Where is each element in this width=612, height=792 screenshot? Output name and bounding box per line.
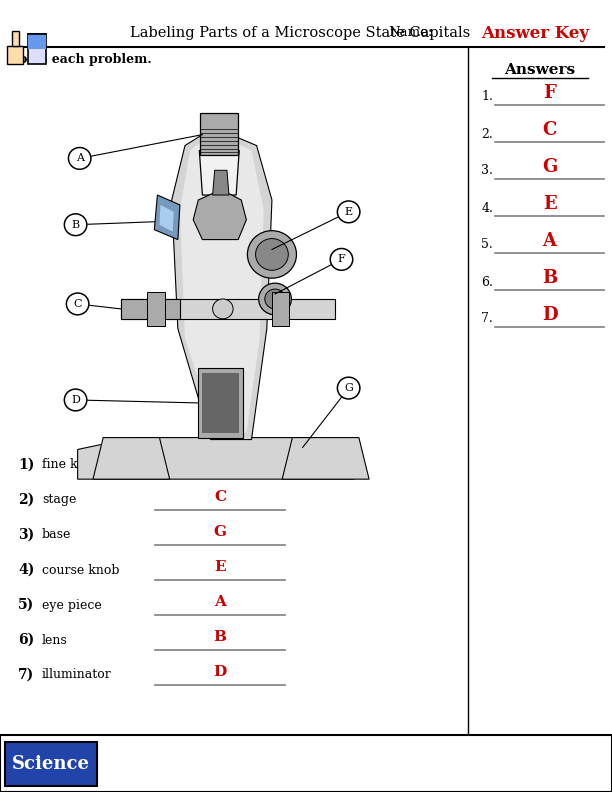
Polygon shape xyxy=(28,34,46,49)
Text: D: D xyxy=(542,306,558,324)
Bar xyxy=(5,742,97,786)
Circle shape xyxy=(247,230,296,278)
Text: course knob: course knob xyxy=(42,563,119,577)
Text: 29: 29 xyxy=(569,741,581,751)
Text: E: E xyxy=(214,560,226,574)
Text: 3.: 3. xyxy=(481,165,493,177)
Text: 14: 14 xyxy=(591,741,603,751)
Text: 43: 43 xyxy=(547,741,559,751)
Polygon shape xyxy=(200,150,239,195)
Circle shape xyxy=(64,389,87,411)
Text: Answer Key: Answer Key xyxy=(481,25,589,41)
Polygon shape xyxy=(28,34,46,63)
Polygon shape xyxy=(147,292,165,326)
Text: C: C xyxy=(73,299,82,309)
Polygon shape xyxy=(212,170,229,195)
Text: F: F xyxy=(543,84,556,102)
Circle shape xyxy=(64,214,87,236)
Text: 5.: 5. xyxy=(481,238,493,252)
Polygon shape xyxy=(198,368,244,437)
Polygon shape xyxy=(200,112,238,155)
Text: C: C xyxy=(542,121,557,139)
Text: D: D xyxy=(71,395,80,405)
Text: E: E xyxy=(543,195,556,213)
Text: 1: 1 xyxy=(301,747,311,761)
Text: B: B xyxy=(214,630,226,644)
Text: 71: 71 xyxy=(503,741,515,751)
Text: 2.: 2. xyxy=(481,128,493,140)
Text: Answers: Answers xyxy=(504,63,576,77)
Polygon shape xyxy=(93,437,170,479)
Text: 5): 5) xyxy=(18,598,34,612)
Text: 1-7: 1-7 xyxy=(454,741,470,751)
Polygon shape xyxy=(12,31,18,46)
Polygon shape xyxy=(193,192,247,239)
Polygon shape xyxy=(272,292,289,326)
Text: Solve each problem.: Solve each problem. xyxy=(10,52,152,66)
Polygon shape xyxy=(154,195,180,239)
Text: F: F xyxy=(338,254,345,265)
Circle shape xyxy=(265,289,285,309)
Circle shape xyxy=(256,238,288,270)
Circle shape xyxy=(337,377,360,399)
Circle shape xyxy=(337,201,360,223)
Text: E: E xyxy=(345,207,353,217)
Text: 6.: 6. xyxy=(481,276,493,288)
Text: F: F xyxy=(215,455,225,469)
Circle shape xyxy=(66,293,89,314)
Text: 4.: 4. xyxy=(481,201,493,215)
Text: G: G xyxy=(214,525,226,539)
Text: A: A xyxy=(543,232,556,250)
Text: 7): 7) xyxy=(18,668,34,682)
Text: B: B xyxy=(72,219,80,230)
Text: Labeling Parts of a Microscope State Capitals: Labeling Parts of a Microscope State Cap… xyxy=(130,26,470,40)
Polygon shape xyxy=(203,373,239,432)
Polygon shape xyxy=(121,299,335,318)
Text: A: A xyxy=(214,595,226,609)
Circle shape xyxy=(259,284,291,314)
Text: G: G xyxy=(344,383,353,393)
Text: 7.: 7. xyxy=(481,313,493,326)
Text: 3): 3) xyxy=(18,528,34,542)
Circle shape xyxy=(330,249,353,270)
Text: stage: stage xyxy=(42,493,76,507)
Text: illuminator: illuminator xyxy=(42,668,112,681)
Text: fine knob: fine knob xyxy=(42,459,101,471)
Circle shape xyxy=(69,147,91,169)
Text: Name:: Name: xyxy=(388,26,432,40)
Polygon shape xyxy=(180,139,264,432)
Circle shape xyxy=(212,299,233,318)
Bar xyxy=(0,735,612,792)
Polygon shape xyxy=(78,437,354,479)
Polygon shape xyxy=(7,46,23,63)
Polygon shape xyxy=(160,205,174,231)
Text: 1.: 1. xyxy=(481,90,493,104)
Text: 86: 86 xyxy=(481,741,493,751)
Text: G: G xyxy=(542,158,557,176)
Text: A: A xyxy=(76,154,84,163)
Text: 4): 4) xyxy=(18,563,34,577)
Text: www.CommonCoreSheets.com: www.CommonCoreSheets.com xyxy=(220,765,392,775)
Text: Science: Science xyxy=(12,755,90,773)
Polygon shape xyxy=(282,437,369,479)
Text: 6): 6) xyxy=(18,633,34,647)
Text: C: C xyxy=(214,490,226,504)
Text: base: base xyxy=(42,528,72,542)
Text: lens: lens xyxy=(42,634,68,646)
Polygon shape xyxy=(121,299,180,318)
Text: B: B xyxy=(542,269,557,287)
Text: 1): 1) xyxy=(18,458,34,472)
Text: 2): 2) xyxy=(18,493,34,507)
Text: D: D xyxy=(214,665,226,679)
Polygon shape xyxy=(172,132,272,440)
Text: 57: 57 xyxy=(524,741,537,751)
Text: eye piece: eye piece xyxy=(42,599,102,611)
